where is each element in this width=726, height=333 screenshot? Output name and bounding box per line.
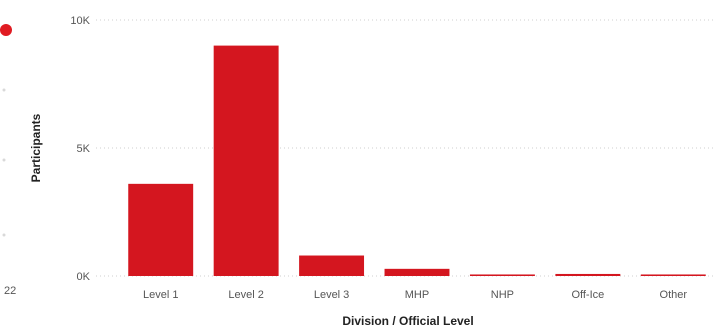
x-tick-label: Level 1 bbox=[143, 289, 178, 301]
bar-level-1[interactable] bbox=[128, 183, 194, 276]
accent-marker bbox=[0, 24, 12, 36]
x-tick-label: NHP bbox=[491, 289, 514, 301]
bar-level-3[interactable] bbox=[299, 255, 365, 276]
left-edge-label: 22 bbox=[4, 285, 16, 297]
bar-mhp[interactable] bbox=[384, 268, 450, 276]
bar-off-ice[interactable] bbox=[555, 273, 621, 276]
x-tick-label: MHP bbox=[405, 289, 429, 301]
left-edge-remnants bbox=[2, 88, 6, 237]
x-axis-ticks: Level 1 Level 2 Level 3 MHP NHP Off-Ice Other bbox=[143, 289, 687, 301]
x-tick-label: Level 2 bbox=[228, 289, 263, 301]
bar-nhp[interactable] bbox=[469, 274, 535, 276]
bar-level-2[interactable] bbox=[213, 45, 279, 276]
y-tick-label: 0K bbox=[77, 271, 91, 283]
x-axis-title: Division / Official Level bbox=[342, 314, 473, 328]
y-axis-ticks: 10K 5K 0K bbox=[70, 15, 90, 283]
bars bbox=[128, 45, 706, 276]
y-tick-label: 10K bbox=[70, 15, 90, 27]
y-axis-title: Participants bbox=[29, 113, 43, 182]
x-tick-label: Level 3 bbox=[314, 289, 349, 301]
x-tick-label: Other bbox=[660, 289, 688, 301]
y-tick-label: 5K bbox=[77, 143, 91, 155]
x-tick-label: Off-Ice bbox=[571, 289, 604, 301]
bar-other[interactable] bbox=[640, 274, 706, 276]
